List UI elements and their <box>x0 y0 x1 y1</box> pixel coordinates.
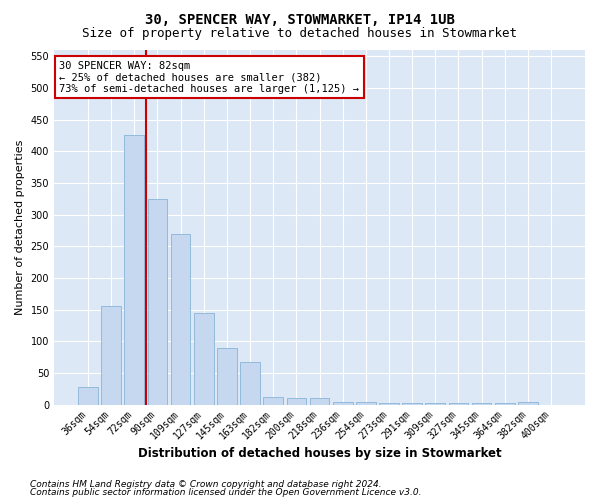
Bar <box>217 348 237 405</box>
Bar <box>148 199 167 404</box>
Bar <box>310 398 329 404</box>
Bar <box>263 397 283 404</box>
Bar <box>356 402 376 404</box>
Text: Size of property relative to detached houses in Stowmarket: Size of property relative to detached ho… <box>83 28 517 40</box>
Bar <box>101 306 121 404</box>
Bar <box>240 362 260 405</box>
Bar <box>78 388 98 404</box>
X-axis label: Distribution of detached houses by size in Stowmarket: Distribution of detached houses by size … <box>138 447 502 460</box>
Bar <box>124 136 144 404</box>
Y-axis label: Number of detached properties: Number of detached properties <box>15 140 25 315</box>
Bar <box>287 398 306 404</box>
Text: Contains public sector information licensed under the Open Government Licence v3: Contains public sector information licen… <box>30 488 421 497</box>
Bar <box>518 402 538 404</box>
Bar <box>194 313 214 404</box>
Text: Contains HM Land Registry data © Crown copyright and database right 2024.: Contains HM Land Registry data © Crown c… <box>30 480 382 489</box>
Bar <box>171 234 190 404</box>
Text: 30 SPENCER WAY: 82sqm
← 25% of detached houses are smaller (382)
73% of semi-det: 30 SPENCER WAY: 82sqm ← 25% of detached … <box>59 60 359 94</box>
Bar <box>333 402 353 404</box>
Text: 30, SPENCER WAY, STOWMARKET, IP14 1UB: 30, SPENCER WAY, STOWMARKET, IP14 1UB <box>145 12 455 26</box>
